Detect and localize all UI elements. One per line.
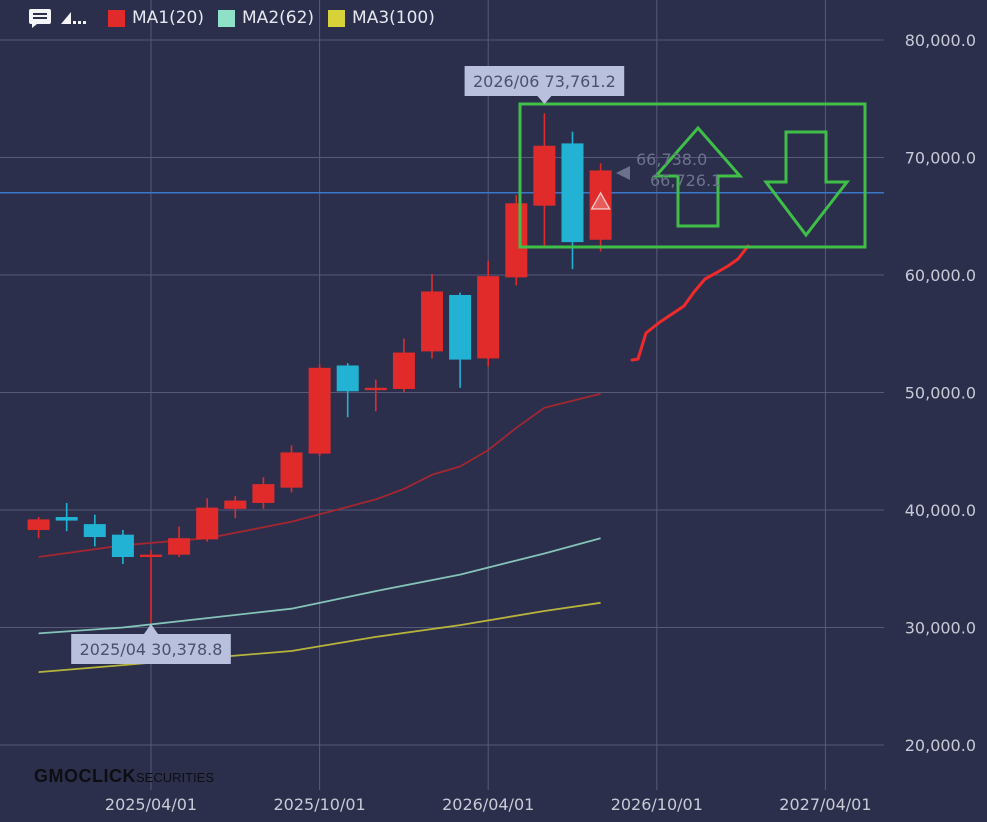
y-tick-label: 50,000.0 (905, 384, 976, 403)
legend-ma2-label: MA2(62) (242, 8, 315, 28)
y-tick-label: 40,000.0 (905, 501, 976, 520)
low-callout-box (71, 634, 231, 664)
candle-body (477, 276, 500, 359)
high-callout: 2026/06 73,761.2 (464, 66, 625, 96)
candle-body (561, 143, 584, 243)
candle (364, 379, 387, 412)
candle (196, 498, 219, 542)
candle-body (280, 452, 303, 488)
menu-icon[interactable] (28, 7, 52, 29)
candle (449, 292, 472, 388)
candle-body (27, 519, 50, 530)
legend: MA1(20) MA2(62) MA3(100) (28, 6, 449, 30)
high-callout-pointer (537, 96, 552, 104)
candle (505, 195, 528, 286)
drawing-tool-icon[interactable] (60, 8, 86, 28)
candle (477, 260, 500, 367)
legend-ma2[interactable]: MA2(62) (218, 8, 314, 28)
down-arrow-icon (762, 130, 851, 238)
y-tick-label: 80,000.0 (905, 31, 976, 50)
x-tick-label: 2025/04/01 (105, 795, 197, 814)
candle (27, 517, 50, 539)
candle (280, 445, 303, 493)
logo-brand: GMOCLICK (34, 766, 136, 786)
logo-suffix: SECURITIES (136, 770, 215, 785)
legend-ma3-swatch (328, 9, 346, 27)
candle-body (336, 365, 359, 392)
x-tick-label: 2027/04/01 (779, 795, 871, 814)
x-tick-label: 2026/10/01 (611, 795, 703, 814)
legend-ma1[interactable]: MA1(20) (108, 8, 204, 28)
legend-ma1-swatch (108, 9, 125, 27)
candle-body (252, 484, 275, 503)
candle-body (140, 554, 162, 557)
low-callout: 2025/04 30,378.8 (71, 634, 231, 664)
candle-body (364, 387, 387, 391)
candle-body (111, 534, 134, 557)
legend-ma1-label: MA1(20) (132, 8, 205, 28)
low-callout-text: 2025/04 30,378.8 (80, 640, 223, 659)
drawn-trend-line (630, 244, 750, 362)
candle (336, 363, 359, 418)
candle (392, 338, 415, 393)
candle (561, 131, 584, 270)
candle-body (224, 500, 247, 509)
candle-body (83, 524, 106, 538)
candle (83, 514, 106, 547)
ma1-line (38, 392, 601, 558)
x-tick-label: 2025/10/01 (273, 795, 365, 814)
candle-body (196, 507, 219, 540)
candle-body (308, 367, 331, 454)
candle-body (168, 538, 191, 555)
high-callout-text: 2026/06 73,761.2 (473, 72, 616, 91)
candle (533, 113, 556, 246)
candle (168, 526, 191, 557)
y-tick-label: 70,000.0 (905, 149, 976, 168)
y-tick-label: 20,000.0 (905, 736, 976, 755)
current-price-a: 66,738.0 (636, 150, 707, 169)
legend-ma3-label: MA3(100) (352, 8, 435, 28)
candle (55, 502, 78, 532)
candles (27, 113, 612, 624)
highlight-box (518, 102, 867, 249)
current-price-pointer-icon (616, 166, 630, 180)
low-callout-pointer (144, 624, 158, 634)
candle-body (392, 352, 415, 389)
current-candle-marker (590, 191, 611, 210)
up-arrow-icon (652, 125, 744, 228)
drawing-overlay (518, 102, 867, 362)
legend-ma2-swatch (218, 9, 236, 27)
candle (224, 495, 247, 519)
candle (308, 364, 331, 456)
axis-labels: 80,000.0 70,000.0 60,000.0 50,000.0 40,000.0… (71, 31, 976, 814)
gmo-click-logo: GMOCLICKSECURITIES (34, 766, 214, 787)
candle (421, 273, 443, 359)
grid-lines (0, 0, 884, 790)
candle-body (55, 517, 78, 521)
candle-body (421, 291, 443, 352)
candle-body (505, 203, 528, 278)
candle (252, 477, 275, 509)
legend-ma3[interactable]: MA3(100) (328, 8, 435, 28)
candle (140, 549, 162, 624)
y-tick-label: 30,000.0 (905, 619, 976, 638)
candle (111, 529, 134, 565)
x-tick-label: 2026/04/01 (442, 795, 534, 814)
high-callout-box (464, 66, 625, 96)
candle-body (533, 145, 556, 206)
ma2-line (38, 537, 601, 635)
y-tick-label: 60,000.0 (905, 266, 976, 285)
current-price-b: 66,726.1 (650, 171, 721, 190)
candle-body (449, 294, 472, 360)
